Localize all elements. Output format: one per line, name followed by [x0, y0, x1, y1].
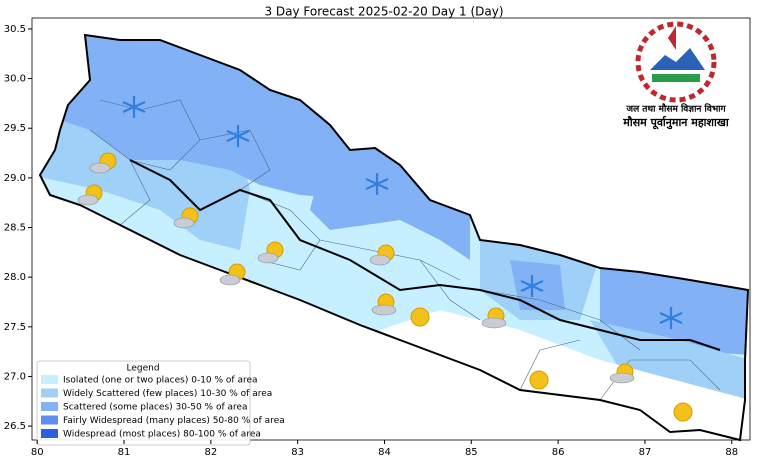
legend-swatch	[41, 375, 58, 384]
x-tick-label: 80	[31, 447, 44, 458]
y-tick-label: 28.5	[4, 223, 26, 234]
legend-swatch	[41, 415, 58, 425]
legend-label: Scattered (some places) 30-50 % of area	[63, 403, 248, 413]
logo	[635, 21, 717, 103]
x-tick-label: 81	[118, 447, 131, 458]
snow-icons	[122, 96, 683, 329]
x-tick-label: 86	[552, 447, 565, 458]
plot-frame	[31, 17, 751, 441]
legend-swatch	[41, 388, 58, 398]
y-tick-label: 27.0	[4, 371, 26, 382]
y-tick-label: 30.5	[4, 24, 26, 35]
legend-box	[36, 360, 251, 446]
country-border	[38, 33, 750, 442]
x-tick-label: 85	[465, 447, 478, 458]
legend-swatch	[41, 402, 58, 411]
cloud-icons	[77, 162, 635, 384]
y-tick-label: 29.5	[4, 123, 26, 134]
logo-line-2: मौसम पूर्वानुमान महाशाखा	[622, 115, 730, 130]
y-tick-label: 26.5	[4, 421, 26, 432]
y-tick-label: 28.0	[4, 272, 26, 283]
legend-label: Isolated (one or two places) 0-10 % of a…	[63, 376, 258, 386]
legend-swatch	[41, 429, 58, 438]
x-tick-label: 87	[639, 447, 652, 458]
district-lines	[89, 99, 721, 401]
legend-label: Fairly Widespread (many places) 50-80 % …	[63, 416, 285, 426]
x-tick-label: 88	[725, 447, 738, 458]
logo-line-1: जल तथा मौसम विज्ञान विभाग	[625, 103, 726, 115]
legend-label: Widespread (most places) 80-100 % of are…	[63, 430, 261, 440]
chart-title: 3 Day Forecast 2025-02-20 Day 1 (Day)	[264, 5, 503, 19]
legend-label: Widely Scattered (few places) 10-30 % of…	[63, 389, 272, 399]
y-tick-label: 29.0	[4, 173, 26, 184]
y-tick-label: 30.0	[4, 74, 26, 85]
x-tick-label: 82	[204, 447, 217, 458]
x-tick-label: 84	[378, 447, 391, 458]
legend-title: Legend	[126, 364, 159, 374]
x-tick-label: 83	[291, 447, 304, 458]
y-tick-label: 27.5	[4, 322, 26, 333]
